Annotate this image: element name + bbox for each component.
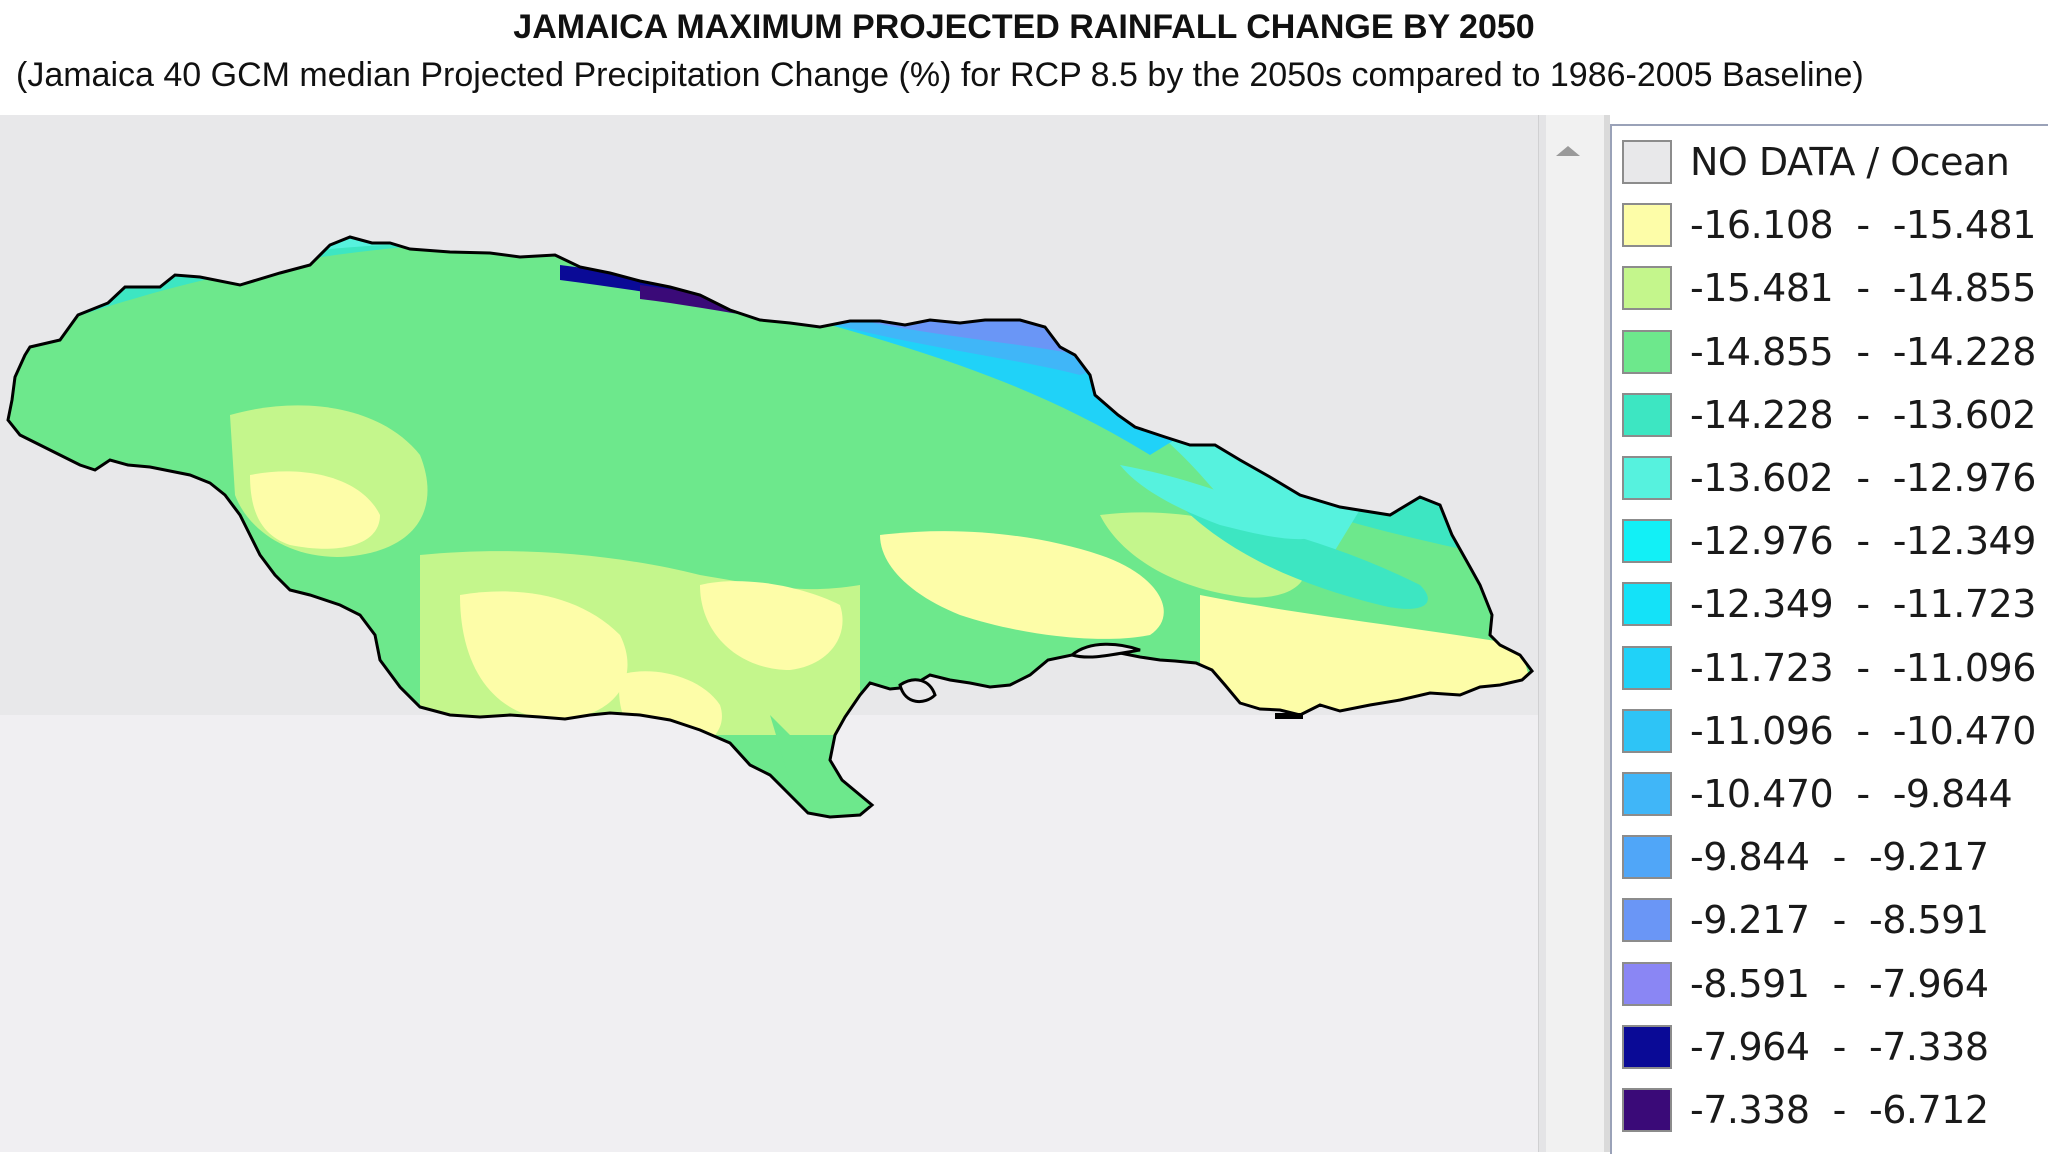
legend-swatch — [1622, 203, 1672, 248]
legend-item[interactable]: -14.228 - -13.602 — [1622, 387, 2042, 443]
legend-item[interactable]: -9.217 - -8.591 — [1622, 892, 2042, 948]
legend-label: -10.470 - -9.844 — [1690, 772, 2013, 816]
legend-panel: NO DATA / Ocean -16.108 - -15.481 -15.481 … — [1610, 124, 2048, 1154]
harbour-inlet — [1068, 642, 1141, 659]
legend-swatch — [1622, 772, 1672, 816]
panel-divider[interactable] — [1538, 115, 1547, 1152]
legend-item[interactable]: -13.602 - -12.976 — [1622, 450, 2042, 506]
legend-swatch — [1622, 392, 1672, 437]
map-panel[interactable] — [0, 115, 1538, 1152]
legend-item[interactable]: -15.481 - -14.855 — [1622, 260, 2042, 316]
legend-label: -11.723 - -11.096 — [1690, 645, 2036, 690]
coastal-islet — [1275, 713, 1303, 719]
legend-swatch — [1622, 961, 1672, 1006]
legend-swatch — [1622, 140, 1672, 184]
legend-item[interactable]: -16.108 - -15.481 — [1622, 197, 2042, 253]
legend-item[interactable]: -14.855 - -14.228 — [1622, 324, 2042, 380]
legend-label: -7.964 - -7.338 — [1690, 1024, 1989, 1069]
legend-item[interactable]: -7.338 - -6.712 — [1622, 1082, 2042, 1138]
legend-item[interactable]: -8.591 - -7.964 — [1622, 956, 2042, 1012]
legend-label: -14.228 - -13.602 — [1690, 392, 2036, 437]
map-subtitle: (Jamaica 40 GCM median Projected Precipi… — [16, 56, 1864, 94]
legend-label: -16.108 - -15.481 — [1690, 203, 2036, 248]
legend-item[interactable]: -9.844 - -9.217 — [1622, 829, 2042, 885]
legend-label: -12.976 - -12.349 — [1690, 519, 2036, 564]
legend-swatch — [1622, 645, 1672, 690]
legend-swatch — [1622, 456, 1672, 500]
legend-swatch — [1622, 329, 1672, 374]
scroll-up-arrow-icon[interactable] — [1556, 146, 1580, 156]
legend-swatch — [1622, 582, 1672, 627]
island-outline — [6, 235, 1535, 819]
legend-label: -12.349 - -11.723 — [1690, 582, 2036, 627]
legend-swatch — [1622, 1024, 1672, 1069]
legend-label: -13.602 - -12.976 — [1690, 456, 2036, 500]
legend-item[interactable]: -7.964 - -7.338 — [1622, 1019, 2042, 1075]
legend-label: -9.217 - -8.591 — [1690, 898, 1989, 943]
legend-item[interactable]: -11.096 - -10.470 — [1622, 703, 2042, 759]
legend-scrollbar[interactable] — [1546, 115, 1604, 1152]
legend-label: -9.844 - -9.217 — [1690, 835, 1989, 880]
legend-label: NO DATA / Ocean — [1690, 140, 2010, 184]
legend-label: -14.855 - -14.228 — [1690, 329, 2036, 374]
legend-label: -15.481 - -14.855 — [1690, 266, 2036, 311]
legend-item[interactable]: -11.723 - -11.096 — [1622, 640, 2042, 696]
legend-label: -11.096 - -10.470 — [1690, 708, 2036, 753]
legend-label: -8.591 - -7.964 — [1690, 961, 1989, 1006]
map-title: JAMAICA MAXIMUM PROJECTED RAINFALL CHANG… — [513, 8, 1535, 46]
legend-swatch — [1622, 266, 1672, 311]
legend-swatch — [1622, 1088, 1672, 1132]
legend-item[interactable]: -12.349 - -11.723 — [1622, 576, 2042, 632]
jamaica-map — [0, 115, 1538, 819]
legend-swatch — [1622, 835, 1672, 880]
legend-item[interactable]: -10.470 - -9.844 — [1622, 766, 2042, 822]
legend-swatch — [1622, 708, 1672, 753]
bay-inlet — [898, 678, 937, 704]
legend-label: -7.338 - -6.712 — [1690, 1088, 1989, 1132]
legend-swatch — [1622, 519, 1672, 564]
legend-swatch — [1622, 898, 1672, 943]
legend-item-no-data[interactable]: NO DATA / Ocean — [1622, 134, 2042, 190]
legend-item[interactable]: -12.976 - -12.349 — [1622, 513, 2042, 569]
legend-separator — [1604, 115, 1610, 1152]
